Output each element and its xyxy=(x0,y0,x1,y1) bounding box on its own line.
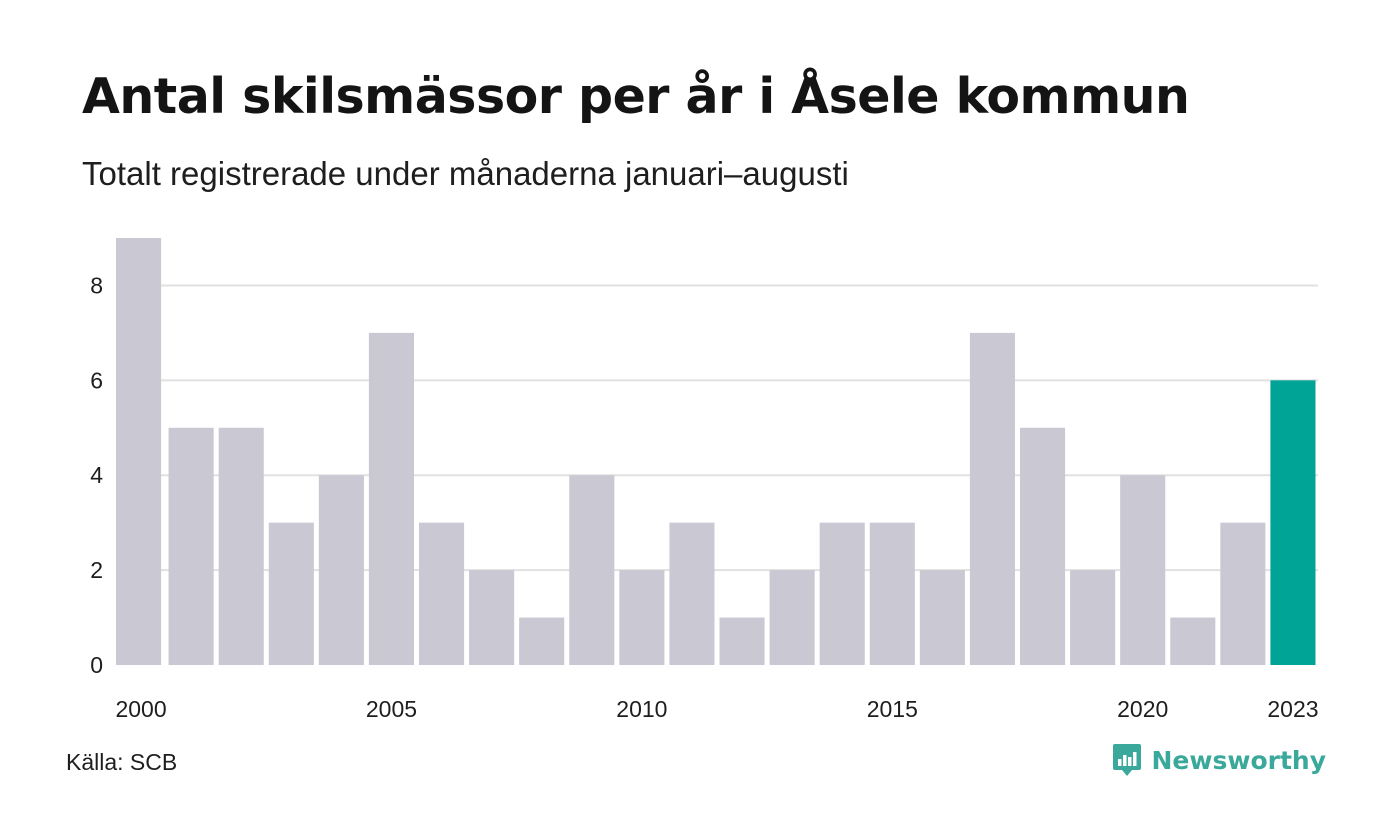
y-tick-label: 0 xyxy=(90,652,103,678)
y-axis-ticks: 0 2 4 6 8 xyxy=(90,272,103,678)
bar-2021 xyxy=(1170,617,1216,665)
x-tick-label: 2005 xyxy=(366,696,417,722)
x-tick-label: 2015 xyxy=(867,696,918,722)
bars xyxy=(116,238,1316,665)
bar-2015 xyxy=(869,522,915,665)
bar-2005 xyxy=(368,332,414,665)
bar-2003 xyxy=(268,522,314,665)
bar-2002 xyxy=(218,427,264,665)
bar-2000 xyxy=(116,238,162,665)
chart-subtitle: Totalt registrerade under månaderna janu… xyxy=(82,155,849,192)
bar-2008 xyxy=(519,617,565,665)
x-tick-label: 2023 xyxy=(1267,696,1318,722)
brand-name: Newsworthy xyxy=(1151,745,1327,775)
bar-2010 xyxy=(619,570,665,665)
bar-2017 xyxy=(969,332,1015,665)
bar-2019 xyxy=(1070,570,1116,665)
bar-2018 xyxy=(1020,427,1066,665)
bar-2006 xyxy=(419,522,465,665)
chart-title: Antal skilsmässor per år i Åsele kommun xyxy=(82,68,1190,125)
bar-2007 xyxy=(469,570,515,665)
bar-2001 xyxy=(168,427,214,665)
bar-2020 xyxy=(1120,475,1166,665)
y-tick-label: 2 xyxy=(90,557,103,583)
bar-2014 xyxy=(819,522,865,665)
bar-2023 xyxy=(1270,380,1316,665)
brand-logo[interactable]: Newsworthy xyxy=(1112,742,1327,778)
newsworthy-logo-icon xyxy=(1112,744,1141,776)
bar-2004 xyxy=(318,475,364,665)
x-tick-label: 2020 xyxy=(1117,696,1168,722)
bar-2013 xyxy=(769,570,815,665)
bar-2016 xyxy=(919,570,965,665)
source-note: Källa: SCB xyxy=(66,749,178,775)
bar-2012 xyxy=(719,617,765,665)
y-tick-label: 8 xyxy=(90,272,103,298)
x-tick-label: 2010 xyxy=(616,696,667,722)
y-tick-label: 4 xyxy=(90,462,103,488)
bar-2009 xyxy=(569,475,615,665)
bar-2022 xyxy=(1220,522,1266,665)
bar-2011 xyxy=(669,522,715,665)
x-tick-label: 2000 xyxy=(115,696,166,722)
x-axis-ticks: 2000 2005 2010 2015 2020 2023 xyxy=(115,696,1318,722)
y-tick-label: 6 xyxy=(90,367,103,393)
grid-lines xyxy=(116,284,1318,572)
